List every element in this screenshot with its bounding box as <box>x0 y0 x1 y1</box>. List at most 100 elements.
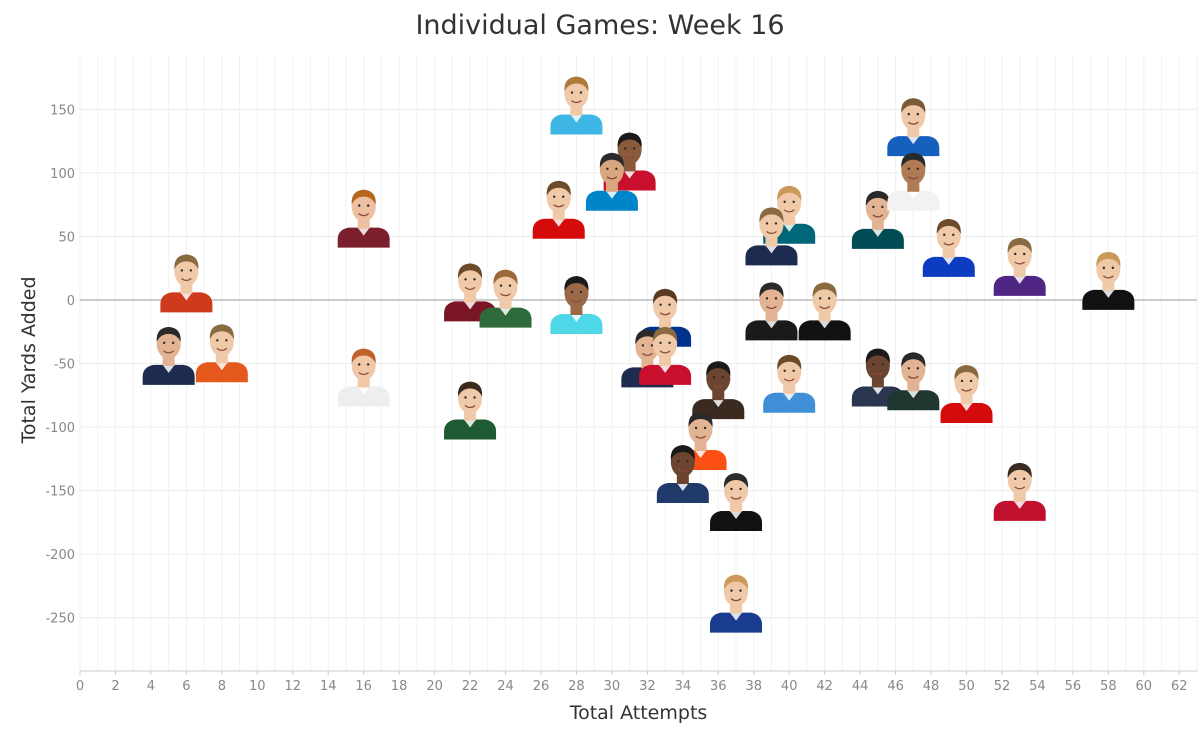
player-collar <box>623 170 636 179</box>
player-eye <box>570 91 574 94</box>
player-eye <box>943 233 946 237</box>
player-jersey <box>656 483 709 504</box>
player-neck <box>942 247 955 258</box>
player-collar <box>818 320 831 329</box>
player-headshot-marker <box>993 462 1046 521</box>
player-eye <box>615 167 618 170</box>
player-eye <box>818 297 822 300</box>
player-collar <box>215 362 228 371</box>
player-mouth <box>216 347 228 351</box>
player-jersey <box>337 386 390 407</box>
player-neck <box>730 501 743 512</box>
player-eye <box>357 363 361 366</box>
player-eye <box>881 363 884 366</box>
player-headshot-marker <box>993 237 1046 296</box>
player-neck <box>871 219 884 230</box>
player-headshot-marker <box>763 354 816 413</box>
x-tick-label: 10 <box>249 679 266 694</box>
player-headshot-marker <box>887 152 940 211</box>
x-tick-label: 6 <box>182 679 190 694</box>
player-neck <box>641 358 654 369</box>
player-eye <box>792 369 795 373</box>
y-tick-label: -200 <box>45 548 75 563</box>
player-headshot-marker <box>532 180 585 239</box>
player-hair <box>777 185 802 201</box>
player-mouth <box>1014 261 1026 265</box>
player-headshot-marker <box>337 348 390 407</box>
player-hair <box>564 276 589 292</box>
player-neck <box>1102 280 1115 291</box>
player-head <box>351 350 376 381</box>
player-neck <box>605 181 618 192</box>
player-eye <box>686 459 689 463</box>
player-mouth <box>783 378 795 382</box>
x-tick-label: 50 <box>958 679 975 694</box>
player-head <box>209 326 234 357</box>
player-hair <box>564 76 589 92</box>
player-eye <box>783 369 786 373</box>
player-head <box>865 350 890 381</box>
player-jersey <box>142 364 195 385</box>
player-hair <box>759 282 784 298</box>
player-eye <box>659 303 662 306</box>
player-collar <box>907 136 920 145</box>
player-collar <box>676 483 689 492</box>
x-tick-label: 30 <box>604 679 621 694</box>
player-eye <box>162 341 166 345</box>
x-ticks: 0 2 4 6 8 10 12 14 16 18 20 22 24 26 28 30 32 34 36 38 40 42 4… <box>76 671 1188 694</box>
player-hair <box>457 381 483 397</box>
x-tick-label: 42 <box>816 679 833 694</box>
x-tick-label: 14 <box>320 679 337 694</box>
player-collar <box>552 218 565 227</box>
player-mouth <box>695 435 706 439</box>
x-tick-label: 56 <box>1065 679 1082 694</box>
player-mouth <box>872 371 884 376</box>
player-collar <box>605 190 618 199</box>
player-neck <box>783 383 796 394</box>
player-eye <box>916 112 920 116</box>
player-hair <box>493 269 518 285</box>
player-neck <box>552 209 565 220</box>
player-head <box>706 363 731 394</box>
player-hair <box>635 329 660 345</box>
player-hair <box>156 326 181 342</box>
player-headshot-marker <box>337 189 390 248</box>
player-neck <box>570 105 583 116</box>
player-collar <box>871 386 884 395</box>
player-eye <box>969 379 973 383</box>
player-collar <box>162 364 175 373</box>
player-mouth <box>624 155 636 160</box>
player-headshot-marker <box>887 352 940 411</box>
player-jersey <box>887 390 940 411</box>
y-axis-label: Total Yards Added <box>18 276 40 444</box>
player-eye <box>792 200 795 204</box>
player-collar <box>464 419 477 428</box>
player-head <box>901 154 926 185</box>
player-jersey <box>710 612 763 633</box>
player-eye <box>1102 266 1106 270</box>
player-jersey <box>887 136 940 157</box>
player-collar <box>871 228 884 237</box>
player-jersey <box>337 227 390 248</box>
player-neck <box>818 311 831 322</box>
x-tick-label: 34 <box>675 679 692 694</box>
player-eye <box>623 147 627 150</box>
player-mouth <box>783 209 795 213</box>
player-hair <box>688 411 713 427</box>
player-neck <box>907 181 920 192</box>
player-mouth <box>464 405 476 409</box>
player-jersey <box>585 190 638 211</box>
player-head <box>688 413 713 444</box>
chart-title: Individual Games: Week 16 <box>415 10 785 41</box>
player-hair <box>865 190 890 206</box>
player-mouth <box>907 121 919 125</box>
player-jersey <box>763 392 816 413</box>
player-collar <box>694 449 707 458</box>
player-mouth <box>712 384 724 388</box>
player-head <box>901 100 926 131</box>
player-collar <box>730 510 743 519</box>
player-headshot-marker <box>479 269 532 328</box>
player-mouth <box>730 496 742 500</box>
player-eye <box>881 205 884 209</box>
